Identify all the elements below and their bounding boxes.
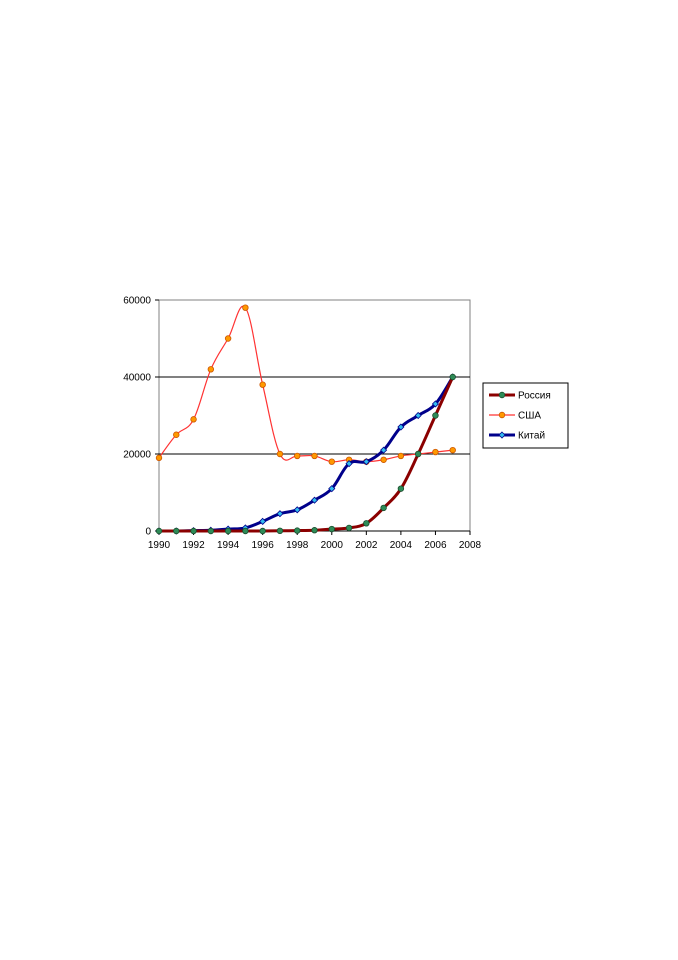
x-tick-label: 1998	[286, 540, 309, 551]
x-axis: 1990 1992 1994 1996 1998 2000 2002 2004 2006 2008	[148, 530, 482, 551]
data-point	[328, 458, 335, 465]
x-tick-label: 1994	[217, 540, 240, 551]
data-point	[328, 485, 336, 493]
data-point	[311, 527, 318, 534]
data-point	[328, 525, 335, 533]
plot-area	[158, 299, 471, 532]
data-point	[449, 446, 456, 454]
data-point	[276, 510, 284, 518]
data-point	[173, 527, 180, 535]
legend-swatch-marker	[498, 411, 506, 419]
data-point	[294, 527, 301, 534]
x-tick-label: 1992	[182, 540, 205, 551]
data-point	[397, 485, 405, 492]
data-point	[259, 527, 266, 535]
x-tick-label: 2006	[424, 540, 447, 551]
data-point	[224, 527, 232, 535]
data-point	[432, 448, 439, 456]
series-usa	[155, 304, 456, 465]
data-point	[363, 520, 370, 527]
data-point	[276, 527, 284, 535]
series-group	[155, 304, 457, 535]
legend-label: США	[518, 411, 541, 422]
data-point	[345, 460, 353, 468]
y-tick-label: 60000	[123, 296, 151, 307]
data-point	[155, 454, 163, 462]
data-point	[259, 381, 266, 388]
data-point	[380, 456, 387, 463]
data-point	[224, 335, 232, 342]
data-point	[432, 412, 439, 419]
legend: Россия США Китай	[482, 382, 569, 449]
data-point	[397, 423, 405, 431]
y-tick-label: 20000	[123, 450, 151, 461]
data-point	[173, 431, 180, 438]
data-point	[380, 504, 387, 512]
x-tick-label: 1996	[252, 540, 275, 551]
legend-label: Китай	[518, 431, 545, 442]
data-point	[276, 450, 284, 458]
y-axis: 0 20000 40000 60000	[123, 296, 159, 538]
x-tick-label: 2000	[321, 540, 344, 551]
data-point	[414, 411, 422, 420]
data-point	[293, 506, 301, 514]
data-point	[380, 446, 388, 454]
data-point	[242, 527, 249, 535]
legend-swatch-marker	[498, 431, 506, 439]
data-point	[345, 524, 353, 532]
x-tick-label: 2002	[355, 540, 378, 551]
data-point	[242, 304, 249, 311]
data-point	[190, 416, 197, 423]
legend-swatch-marker	[498, 391, 506, 399]
data-point	[414, 450, 422, 458]
data-point	[397, 452, 405, 460]
data-point	[362, 458, 370, 466]
data-point	[155, 527, 163, 535]
x-tick-label: 1990	[148, 540, 171, 551]
data-point	[294, 452, 301, 460]
legend-label: Россия	[518, 391, 551, 402]
data-point	[207, 527, 215, 535]
y-tick-label: 0	[145, 527, 151, 538]
data-point	[449, 373, 456, 381]
data-point	[207, 366, 215, 373]
data-point	[190, 527, 197, 535]
x-tick-label: 2008	[459, 540, 482, 551]
series-russia	[155, 373, 456, 535]
data-point	[259, 517, 267, 525]
x-tick-label: 2004	[390, 540, 413, 551]
y-tick-label: 40000	[123, 373, 151, 384]
data-point	[311, 452, 318, 460]
data-point	[310, 496, 319, 504]
data-point	[431, 400, 440, 408]
